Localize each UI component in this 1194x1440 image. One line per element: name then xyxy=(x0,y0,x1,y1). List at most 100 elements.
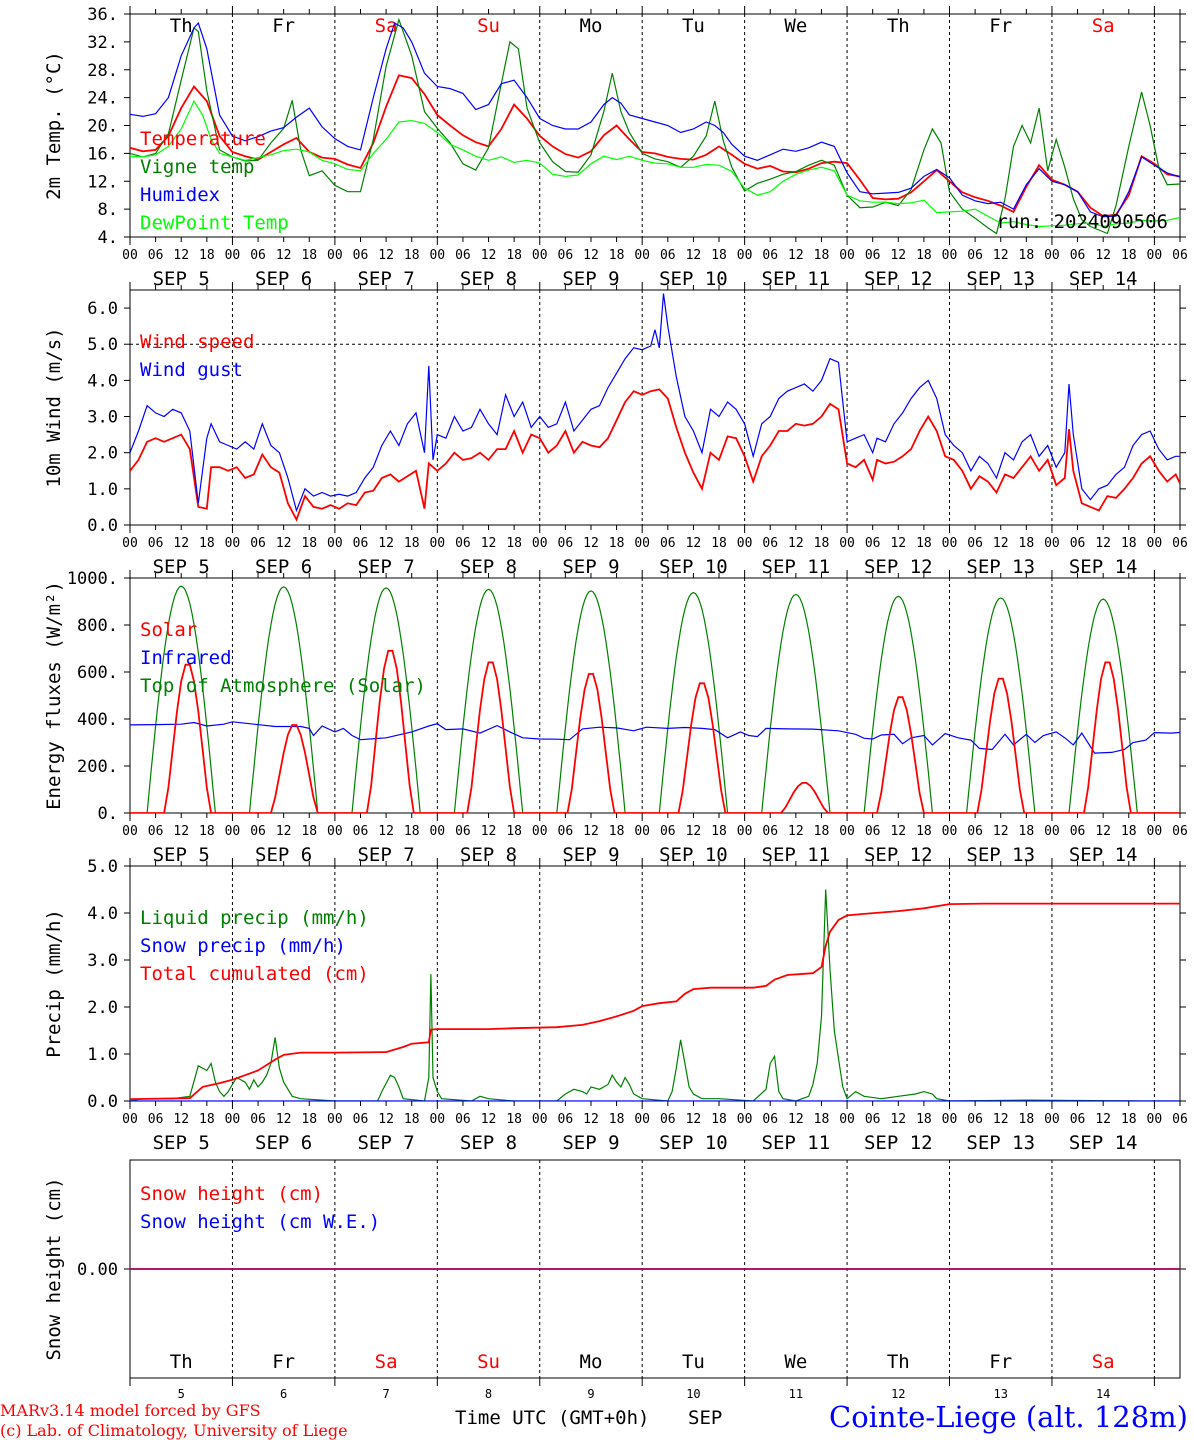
hour-tick-label: 00 xyxy=(1147,248,1163,263)
date-label: SEP 8 xyxy=(460,556,517,578)
credit-label: (c) Lab. of Climatology, University of L… xyxy=(0,1421,348,1440)
legend-entry: Liquid precip (mm/h) xyxy=(140,907,369,929)
legend-entry: Snow precip (mm/h) xyxy=(140,935,346,957)
y-tick-label: 36. xyxy=(87,5,118,25)
legend-entry: Humidex xyxy=(140,184,220,206)
date-label: SEP 11 xyxy=(762,556,831,578)
legend-entry: Infrared xyxy=(140,647,232,669)
hour-tick-label: 18 xyxy=(301,536,317,551)
y-tick-label: 3.0 xyxy=(87,408,118,428)
hour-tick-label: 00 xyxy=(942,824,958,839)
hour-tick-label: 06 xyxy=(967,536,983,551)
hour-tick-label: 12 xyxy=(788,1112,804,1127)
date-label: SEP 8 xyxy=(460,1132,517,1154)
hour-tick-label: 06 xyxy=(660,824,676,839)
hour-tick-label: 18 xyxy=(609,536,625,551)
hour-tick-label: 12 xyxy=(890,536,906,551)
hour-tick-label: 18 xyxy=(814,536,830,551)
y-axis-label: 10m Wind (m/s) xyxy=(43,327,65,487)
hour-tick-label: 06 xyxy=(865,248,881,263)
hour-tick-label: 12 xyxy=(1095,248,1111,263)
date-number-label: 14 xyxy=(1096,1387,1110,1401)
hour-tick-label: 00 xyxy=(327,536,343,551)
legend-entry: Snow height (cm) xyxy=(140,1183,323,1205)
hour-tick-label: 12 xyxy=(378,824,394,839)
y-tick-label: 800. xyxy=(77,616,118,636)
weekday-label: Su xyxy=(477,15,500,37)
weekday-label: Fr xyxy=(989,1351,1012,1373)
date-label: SEP 10 xyxy=(659,556,728,578)
date-label: SEP 13 xyxy=(966,844,1035,866)
hour-tick-label: 00 xyxy=(532,536,548,551)
date-label: SEP 7 xyxy=(357,1132,414,1154)
date-label: SEP 11 xyxy=(762,268,831,290)
hour-tick-label: 06 xyxy=(250,248,266,263)
hour-tick-label: 06 xyxy=(865,824,881,839)
hour-tick-label: 18 xyxy=(609,824,625,839)
hour-tick-label: 12 xyxy=(481,1112,497,1127)
hour-tick-label: 18 xyxy=(814,1112,830,1127)
weekday-label: Sa xyxy=(1092,15,1115,37)
hour-tick-label: 00 xyxy=(122,824,138,839)
hour-tick-label: 06 xyxy=(865,536,881,551)
hour-tick-label: 00 xyxy=(839,1112,855,1127)
hour-tick-label: 00 xyxy=(1147,1112,1163,1127)
hour-tick-label: 12 xyxy=(890,248,906,263)
weekday-label: Fr xyxy=(989,15,1012,37)
date-label: SEP 9 xyxy=(562,844,619,866)
y-axis-label: Snow height (cm) xyxy=(43,1177,65,1360)
y-tick-label: 1000. xyxy=(67,569,118,589)
y-tick-label: 1.0 xyxy=(87,480,118,500)
hour-tick-label: 18 xyxy=(506,536,522,551)
hour-tick-label: 00 xyxy=(942,536,958,551)
hour-tick-label: 12 xyxy=(686,824,702,839)
y-tick-label: 4.0 xyxy=(87,904,118,924)
hour-tick-label: 12 xyxy=(1095,536,1111,551)
y-tick-label: 4.0 xyxy=(87,371,118,391)
y-tick-label: 2.0 xyxy=(87,998,118,1018)
date-label: SEP 12 xyxy=(864,844,933,866)
hour-tick-label: 00 xyxy=(634,824,650,839)
hour-tick-label: 12 xyxy=(481,248,497,263)
date-label: SEP 7 xyxy=(357,268,414,290)
hour-tick-label: 06 xyxy=(148,248,164,263)
legend-entry: Temperature xyxy=(140,128,266,150)
date-label: SEP 9 xyxy=(562,1132,619,1154)
hour-tick-label: 12 xyxy=(788,824,804,839)
hour-tick-label: 00 xyxy=(532,824,548,839)
hour-tick-label: 12 xyxy=(378,1112,394,1127)
weekday-label: Fr xyxy=(272,1351,295,1373)
date-number-label: 12 xyxy=(891,1387,905,1401)
hour-tick-label: 12 xyxy=(173,1112,189,1127)
hour-tick-label: 06 xyxy=(558,536,574,551)
hour-tick-label: 18 xyxy=(506,824,522,839)
y-tick-label: 32. xyxy=(87,33,118,53)
hour-tick-label: 18 xyxy=(711,248,727,263)
hour-tick-label: 06 xyxy=(967,824,983,839)
y-tick-label: 28. xyxy=(87,61,118,81)
hour-tick-label: 06 xyxy=(1172,1112,1188,1127)
hour-tick-label: 18 xyxy=(916,1112,932,1127)
hour-tick-label: 12 xyxy=(788,248,804,263)
date-label: SEP 8 xyxy=(460,844,517,866)
hour-tick-label: 18 xyxy=(199,1112,215,1127)
hour-tick-label: 06 xyxy=(558,824,574,839)
hour-tick-label: 06 xyxy=(353,1112,369,1127)
date-number-label: 8 xyxy=(485,1387,492,1401)
hour-tick-label: 06 xyxy=(353,824,369,839)
hour-tick-label: 00 xyxy=(327,248,343,263)
hour-tick-label: 12 xyxy=(583,824,599,839)
hour-tick-label: 06 xyxy=(455,536,471,551)
legend-entry: Snow height (cm W.E.) xyxy=(140,1211,380,1233)
hour-tick-label: 18 xyxy=(609,1112,625,1127)
hour-tick-label: 12 xyxy=(583,1112,599,1127)
weekday-label: Mo xyxy=(580,1351,603,1373)
hour-tick-label: 00 xyxy=(1044,1112,1060,1127)
y-tick-label: 20. xyxy=(87,117,118,137)
weekday-label: Th xyxy=(887,15,910,37)
hour-tick-label: 18 xyxy=(916,248,932,263)
hour-tick-label: 12 xyxy=(890,1112,906,1127)
y-tick-label: 4. xyxy=(98,228,118,248)
hour-tick-label: 06 xyxy=(660,536,676,551)
hour-tick-label: 00 xyxy=(634,536,650,551)
